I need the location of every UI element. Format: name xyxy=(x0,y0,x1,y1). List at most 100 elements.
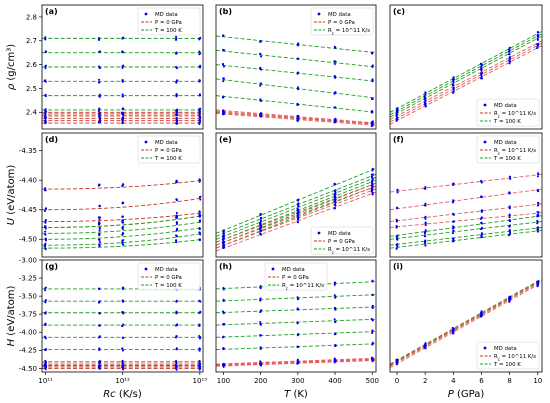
md-data-point xyxy=(508,50,511,53)
x-tick-label: 10 xyxy=(533,377,542,385)
y-axis-title: ρ (g/cm³) xyxy=(6,44,17,90)
md-data-point xyxy=(537,201,540,204)
panel-label-h: (h) xyxy=(219,262,232,271)
md-data-point xyxy=(44,323,47,327)
md-data-point xyxy=(198,80,201,83)
legend-box xyxy=(264,262,328,291)
md-data-point xyxy=(98,367,101,370)
y-tick-label: -4.00 xyxy=(19,329,37,337)
md-data-point xyxy=(44,36,47,39)
md-data-point xyxy=(97,110,100,113)
md-data-point xyxy=(480,181,483,184)
md-data-point xyxy=(333,106,336,109)
x-tick-label: 500 xyxy=(366,377,379,385)
panel-label-d: (d) xyxy=(45,135,58,144)
md-data-point xyxy=(122,363,125,366)
md-data-point xyxy=(43,209,47,213)
md-data-point xyxy=(480,73,483,76)
legend-marker-md xyxy=(271,267,275,271)
md-data-point xyxy=(508,234,511,237)
md-data-point xyxy=(121,366,124,369)
md-data-point xyxy=(297,212,300,215)
md-data-point xyxy=(371,293,374,297)
md-data-point xyxy=(371,64,374,67)
md-data-point xyxy=(333,281,336,284)
md-data-point xyxy=(222,96,225,99)
legend-entry: P = 0 GPa xyxy=(155,275,182,281)
legend-marker-md xyxy=(483,103,487,107)
md-data-point xyxy=(198,219,202,222)
md-data-point xyxy=(259,216,262,220)
md-data-point xyxy=(174,181,178,184)
md-data-point xyxy=(44,115,47,118)
fit-line-green-2 xyxy=(390,35,542,118)
md-data-point xyxy=(334,191,337,194)
y-axis-title: H (eV/atom) xyxy=(6,286,17,347)
md-data-point xyxy=(222,322,226,325)
md-data-point xyxy=(44,64,47,67)
fit-line-green-5 xyxy=(216,343,376,351)
md-data-point xyxy=(222,311,225,314)
md-data-point xyxy=(175,364,178,367)
md-data-point xyxy=(121,232,124,235)
md-data-point xyxy=(508,53,511,56)
y-tick-label: -3.25 xyxy=(19,274,37,282)
legend-entry: MD data xyxy=(282,267,305,273)
md-data-point xyxy=(98,361,101,364)
panel-label-e: (e) xyxy=(219,135,232,144)
panel-frame-d xyxy=(41,132,204,258)
legend-marker-md xyxy=(483,346,487,350)
md-data-point xyxy=(98,241,101,244)
panel-label-f: (f) xyxy=(393,135,404,144)
md-data-point xyxy=(44,207,47,210)
fit-line-green-0 xyxy=(216,281,376,290)
legend-entry: Rc = 10^11 K/s xyxy=(494,354,536,362)
md-data-point xyxy=(371,360,374,363)
md-data-point xyxy=(371,80,374,83)
md-data-point xyxy=(259,82,263,85)
md-data-point xyxy=(452,84,455,87)
md-data-point xyxy=(44,189,47,192)
panel-frame-a xyxy=(41,4,204,130)
fit-line-red-0 xyxy=(390,40,542,120)
md-data-point xyxy=(371,304,374,307)
md-data-point xyxy=(98,335,101,338)
md-data-point xyxy=(370,173,373,176)
fit-line-red-1 xyxy=(216,185,376,246)
md-data-point xyxy=(371,341,374,344)
md-data-point xyxy=(259,346,262,349)
panel-label-c: (c) xyxy=(393,7,405,16)
md-data-point xyxy=(198,66,202,69)
md-data-point xyxy=(296,57,299,60)
md-data-point xyxy=(536,47,539,50)
md-data-point xyxy=(509,298,512,301)
legend-entry: T = 100 K xyxy=(154,283,182,289)
md-data-point xyxy=(199,36,202,39)
fit-line-red-0 xyxy=(216,113,376,126)
fit-line-red-1 xyxy=(390,188,542,211)
md-data-point xyxy=(395,206,399,209)
fit-line-red-0 xyxy=(216,357,376,365)
md-data-point xyxy=(334,295,337,299)
plot-area-c xyxy=(390,30,542,125)
md-data-point xyxy=(98,204,102,207)
legend-entry: P = 0 GPa xyxy=(155,20,182,26)
x-tick-label: 0 xyxy=(395,377,399,385)
md-data-point xyxy=(98,347,101,350)
fit-line-red-2 xyxy=(216,359,376,366)
md-data-point xyxy=(296,361,299,364)
fit-curve-red-0 xyxy=(42,179,203,190)
fit-line-green-4 xyxy=(216,182,376,246)
md-data-point xyxy=(199,198,202,201)
md-data-point xyxy=(333,359,337,362)
md-data-point xyxy=(259,323,262,326)
md-data-point xyxy=(480,67,483,71)
plot-area-b xyxy=(216,34,376,128)
md-data-point xyxy=(333,118,337,121)
md-data-point xyxy=(44,248,47,251)
md-data-point xyxy=(44,221,47,224)
md-data-point xyxy=(333,307,336,310)
fit-line-green-3 xyxy=(216,179,376,243)
md-data-point xyxy=(175,66,178,69)
legend-entry: MD data xyxy=(155,140,178,146)
